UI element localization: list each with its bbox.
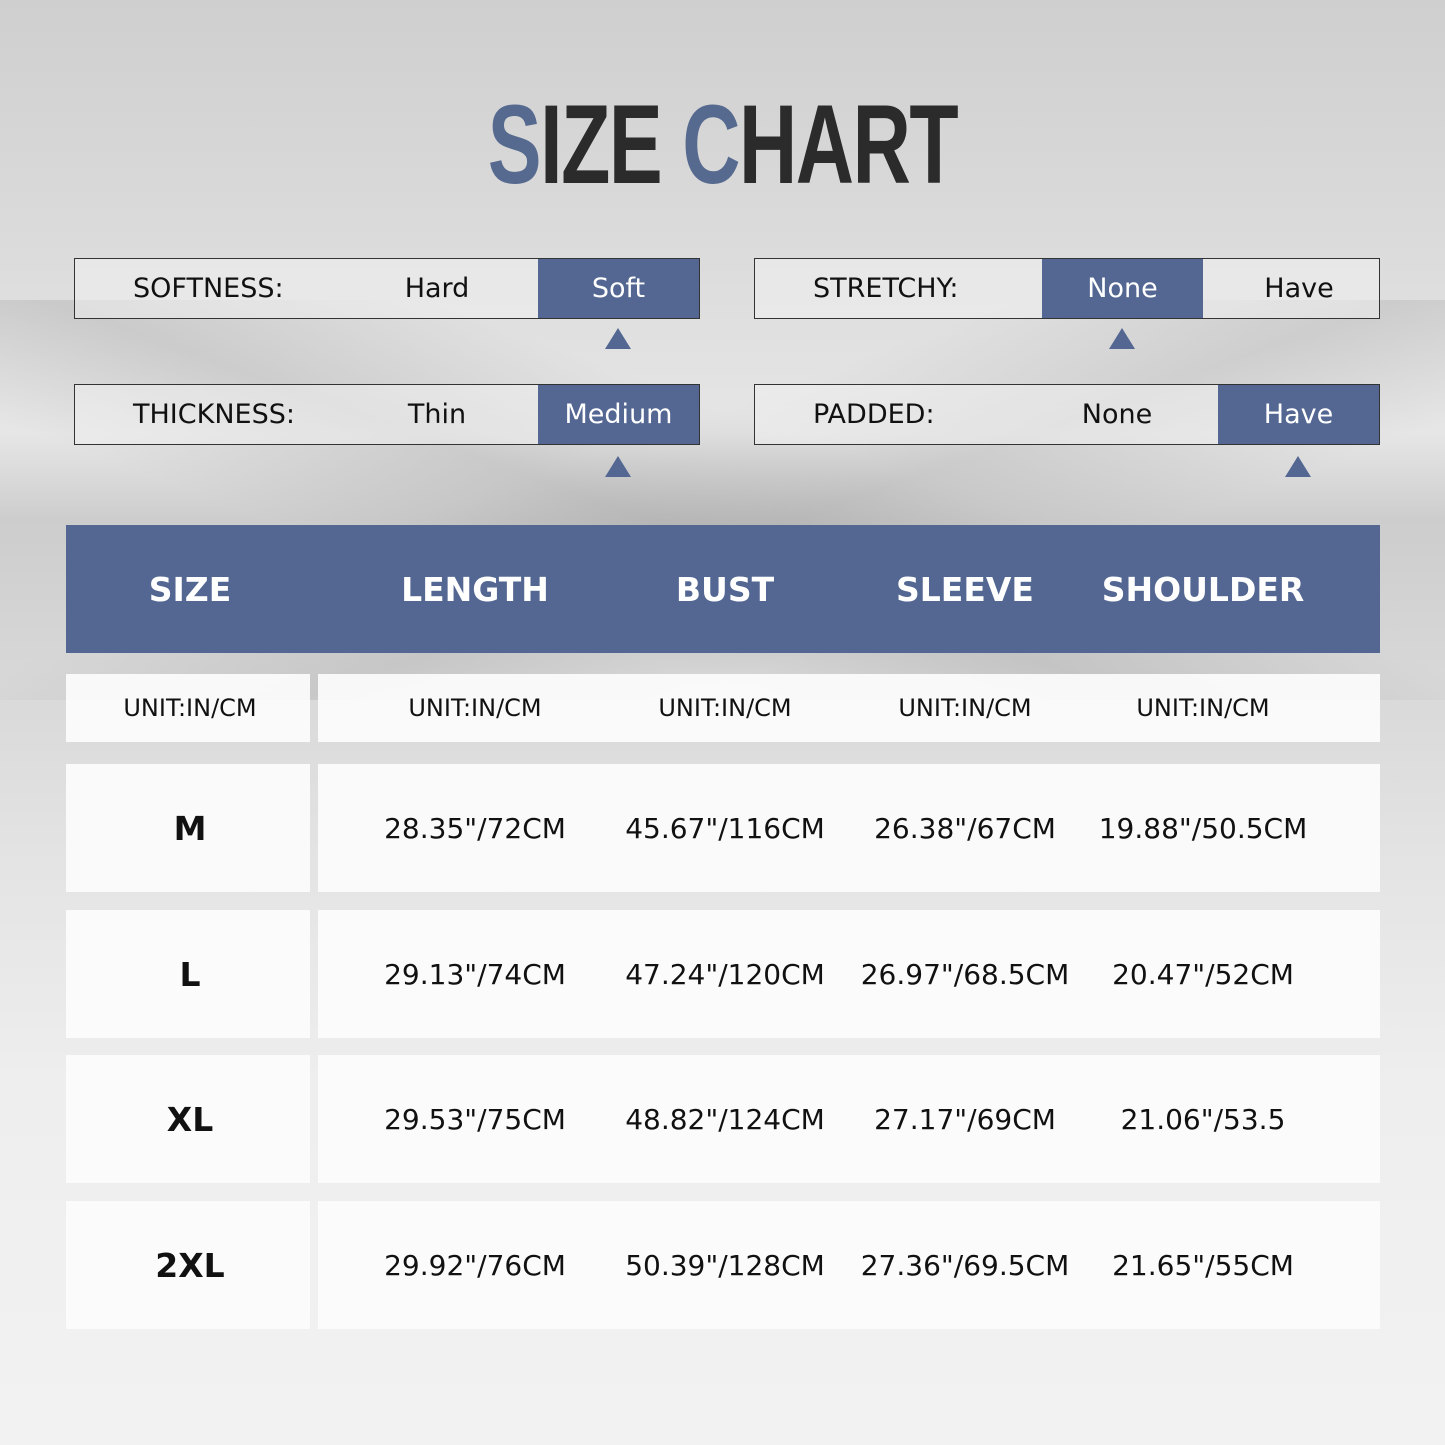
row-bg-left bbox=[66, 764, 310, 892]
measure-cell: 21.65"/55CM bbox=[1112, 1248, 1294, 1282]
measure-cell: 20.47"/52CM bbox=[1112, 957, 1294, 991]
row-bg-right bbox=[318, 1055, 1380, 1183]
measure-cell: 50.39"/128CM bbox=[625, 1248, 825, 1282]
thickness-label: THICKNESS: bbox=[133, 399, 295, 430]
softness-label: SOFTNESS: bbox=[133, 273, 284, 304]
measure-cell: 21.06"/53.5 bbox=[1120, 1102, 1286, 1136]
unit-label: UNIT:IN/CM bbox=[1136, 694, 1270, 722]
selected-arrow-icon bbox=[605, 456, 631, 477]
padded-scale: PADDED: None Have bbox=[754, 384, 1380, 445]
option-hard: Hard bbox=[404, 273, 470, 304]
size-cell: L bbox=[179, 954, 201, 994]
row-bg-left bbox=[66, 910, 310, 1038]
header-sleeve: SLEEVE bbox=[896, 569, 1034, 609]
padded-label: PADDED: bbox=[813, 399, 935, 430]
selected-arrow-icon bbox=[605, 328, 631, 349]
measure-cell: 27.17"/69CM bbox=[874, 1102, 1056, 1136]
measure-cell: 29.92"/76CM bbox=[384, 1248, 566, 1282]
selected-arrow-icon bbox=[1285, 456, 1311, 477]
header-length: LENGTH bbox=[401, 569, 549, 609]
selected-arrow-icon bbox=[1109, 328, 1135, 349]
table-header: SIZE LENGTH BUST SLEEVE SHOULDER bbox=[66, 525, 1380, 653]
row-bg-right bbox=[318, 674, 1380, 742]
row-bg-right bbox=[318, 1201, 1380, 1329]
header-size: SIZE bbox=[148, 569, 232, 609]
softness-scale: SOFTNESS: Hard Soft bbox=[74, 258, 700, 319]
size-cell: M bbox=[173, 808, 207, 848]
header-bust: BUST bbox=[675, 569, 775, 609]
unit-label: UNIT:IN/CM bbox=[658, 694, 792, 722]
row-bg-right bbox=[318, 764, 1380, 892]
row-bg-left bbox=[66, 1201, 310, 1329]
option-medium-selected: Medium bbox=[538, 385, 699, 444]
row-bg-right bbox=[318, 910, 1380, 1038]
measure-cell: 27.36"/69.5CM bbox=[860, 1248, 1070, 1282]
unit-label: UNIT:IN/CM bbox=[898, 694, 1032, 722]
measure-cell: 48.82"/124CM bbox=[625, 1102, 825, 1136]
row-bg-left bbox=[66, 674, 310, 742]
option-have: Have bbox=[1264, 273, 1334, 304]
stretchy-scale: STRETCHY: None Have bbox=[754, 258, 1380, 319]
row-bg-left bbox=[66, 1055, 310, 1183]
size-cell: 2XL bbox=[155, 1245, 225, 1285]
measure-cell: 29.53"/75CM bbox=[384, 1102, 566, 1136]
unit-label: UNIT:IN/CM bbox=[123, 694, 257, 722]
measure-cell: 45.67"/116CM bbox=[625, 811, 825, 845]
unit-label: UNIT:IN/CM bbox=[408, 694, 542, 722]
header-shoulder: SHOULDER bbox=[1101, 569, 1305, 609]
page-title: SIZE CHART bbox=[487, 82, 959, 207]
option-none: None bbox=[1081, 399, 1153, 430]
option-thin: Thin bbox=[407, 399, 467, 430]
thickness-scale: THICKNESS: Thin Medium bbox=[74, 384, 700, 445]
measure-cell: 26.97"/68.5CM bbox=[860, 957, 1070, 991]
stretchy-label: STRETCHY: bbox=[813, 273, 959, 304]
measure-cell: 47.24"/120CM bbox=[625, 957, 825, 991]
size-cell: XL bbox=[166, 1099, 214, 1139]
measure-cell: 26.38"/67CM bbox=[874, 811, 1056, 845]
option-none-selected: None bbox=[1042, 259, 1203, 318]
measure-cell: 29.13"/74CM bbox=[384, 957, 566, 991]
measure-cell: 19.88"/50.5CM bbox=[1098, 811, 1308, 845]
option-soft-selected: Soft bbox=[538, 259, 699, 318]
measure-cell: 28.35"/72CM bbox=[384, 811, 566, 845]
option-have-selected: Have bbox=[1218, 385, 1379, 444]
